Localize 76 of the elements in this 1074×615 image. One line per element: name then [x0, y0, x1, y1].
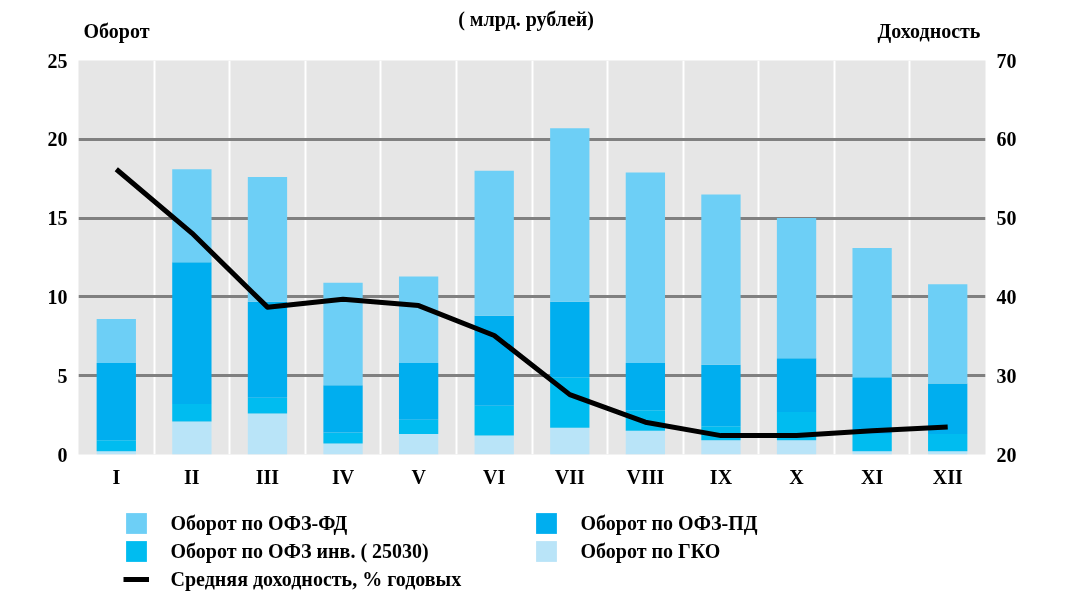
y2-tick-label: 70: [996, 49, 1017, 72]
bar: [323, 432, 363, 444]
y-axis-title: Оборот: [83, 19, 150, 43]
x-tick-label: VII: [554, 465, 586, 488]
bar: [323, 282, 363, 386]
bar: [474, 170, 514, 316]
bar: [323, 443, 363, 455]
y-tick-label: 10: [47, 285, 68, 308]
bar: [96, 363, 136, 441]
bar: [625, 172, 666, 364]
x-tick-label: X: [789, 465, 805, 488]
x-tick-label: I: [112, 465, 121, 488]
y2-tick-label: 30: [996, 364, 1017, 387]
bar: [398, 419, 439, 435]
y2-tick-label: 40: [996, 285, 1017, 308]
bar: [625, 363, 666, 411]
x-tick-label: VIII: [626, 465, 665, 488]
x-tick-label: III: [255, 465, 280, 488]
y-tick-label: 25: [47, 49, 68, 72]
bar: [96, 318, 136, 364]
y2-tick-label: 60: [996, 128, 1017, 151]
bar: [701, 440, 741, 455]
y-tick-label: 5: [57, 364, 68, 387]
bar: [96, 440, 136, 452]
bar: [852, 451, 892, 455]
y-tick-label: 20: [47, 128, 68, 151]
legend-label: Оборот по ОФЗ инв. ( 25030): [170, 539, 430, 563]
x-tick-label: IV: [331, 465, 355, 488]
bar: [247, 413, 288, 455]
bar: [776, 358, 817, 412]
y2-tick-label: 20: [996, 443, 1017, 466]
chart-title: ( млрд. рублей): [458, 7, 595, 31]
bar: [247, 177, 288, 302]
y-tick-label: 15: [47, 207, 68, 230]
bar: [96, 451, 136, 455]
bar: [701, 364, 741, 427]
x-tick-label: XII: [932, 465, 963, 488]
bar: [474, 435, 514, 455]
bar: [323, 385, 363, 433]
legend-label: Средняя доходность, % годовых: [170, 567, 463, 591]
bar: [701, 194, 741, 365]
bar: [398, 434, 439, 455]
x-tick-label: IX: [709, 465, 733, 488]
bar: [172, 262, 212, 405]
legend-label: Оборот по ОФЗ-ПД: [580, 511, 759, 535]
bar: [550, 301, 590, 378]
bar: [852, 248, 892, 378]
bar: [474, 315, 514, 406]
x-tick-label: VI: [483, 465, 506, 488]
y2-axis-title: Доходность: [877, 19, 981, 43]
bar: [247, 397, 288, 414]
bar: [928, 451, 968, 455]
bar: [625, 430, 666, 455]
legend-label: Оборот по ОФЗ-ФД: [170, 511, 349, 535]
x-tick-label: V: [411, 465, 427, 488]
bar: [776, 440, 817, 455]
bar: [852, 377, 892, 435]
bar: [172, 404, 212, 422]
bar: [172, 169, 212, 263]
bar: [247, 301, 288, 398]
bar: [550, 427, 590, 455]
y2-tick-label: 50: [996, 207, 1017, 230]
x-tick-label: II: [184, 465, 200, 488]
bar: [928, 383, 968, 435]
bar: [550, 128, 590, 302]
bar: [398, 276, 439, 364]
bar: [172, 421, 212, 455]
x-tick-label: XI: [861, 465, 884, 488]
bar: [398, 363, 439, 420]
bar: [928, 284, 968, 384]
bar: [928, 434, 968, 452]
bar: [852, 434, 892, 452]
y-tick-label: 0: [57, 443, 68, 466]
bar: [474, 405, 514, 436]
bar: [776, 218, 817, 359]
legend-label: Оборот по ГКО: [580, 539, 722, 563]
